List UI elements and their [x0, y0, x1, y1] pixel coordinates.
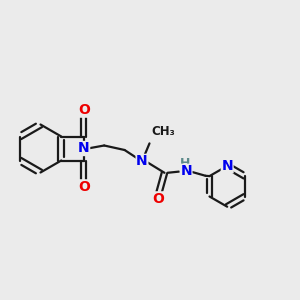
Text: O: O: [152, 192, 164, 206]
Text: O: O: [78, 103, 90, 117]
Text: O: O: [78, 180, 90, 194]
Text: N: N: [136, 154, 148, 168]
Text: N: N: [221, 159, 233, 173]
Text: N: N: [78, 142, 90, 155]
Text: N: N: [180, 164, 192, 178]
Text: H: H: [180, 157, 190, 170]
Text: CH₃: CH₃: [151, 125, 175, 138]
